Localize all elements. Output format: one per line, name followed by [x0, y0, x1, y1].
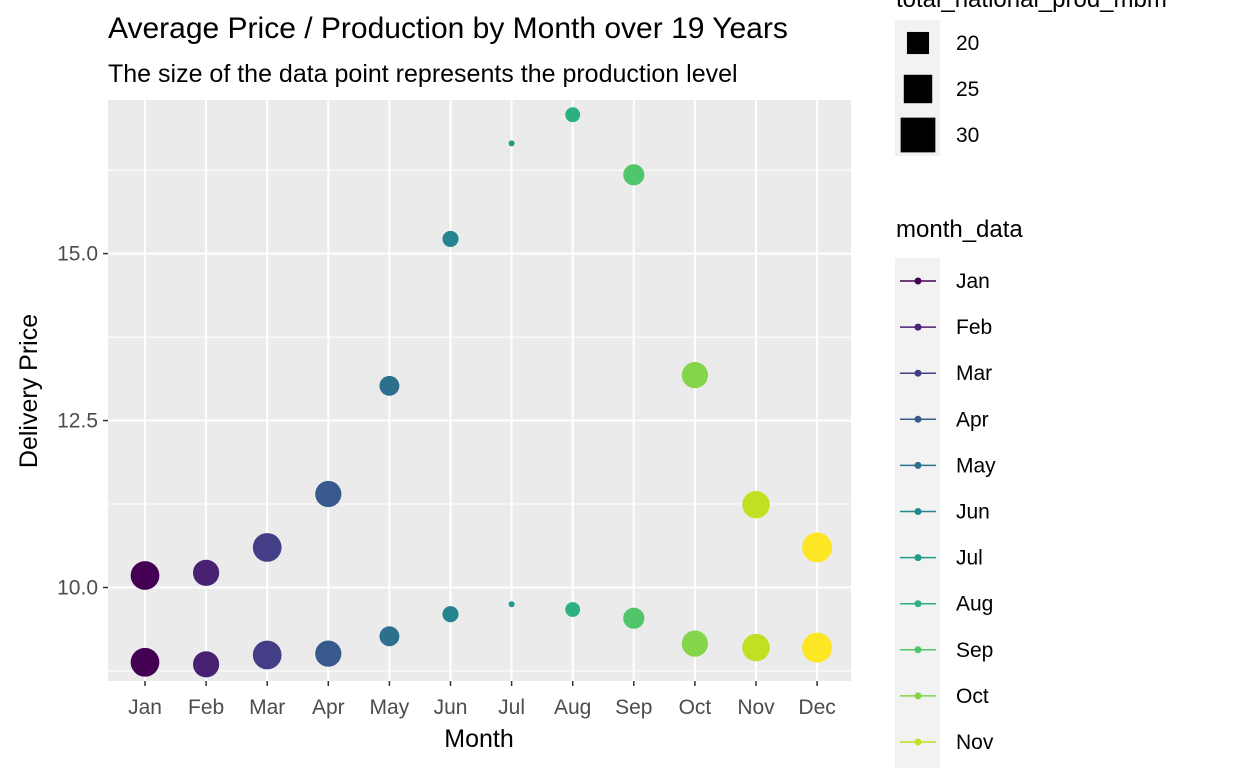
color-legend-label: Apr: [956, 408, 989, 431]
y-tick-label: 15.0: [57, 243, 98, 266]
color-legend-dot: [914, 323, 922, 331]
data-point-upper-apr: [315, 480, 342, 508]
data-point-upper-jul: [508, 140, 515, 147]
size-legend-title: total_national_prod_mbm: [896, 0, 1167, 14]
x-axis-title: Month: [444, 725, 513, 753]
data-point-lower-mar: [252, 640, 282, 670]
x-tick-label: Sep: [615, 696, 652, 719]
data-point-lower-dec: [802, 632, 833, 663]
color-legend-dot: [914, 415, 922, 423]
color-legend-label: Oct: [956, 685, 989, 708]
color-legend-dot: [914, 369, 922, 377]
x-tick-label: Jan: [128, 696, 162, 719]
color-legend-label: Sep: [956, 639, 993, 662]
size-legend-key: [903, 74, 933, 104]
color-legend-label: Jan: [956, 270, 990, 293]
data-point-lower-jul: [508, 601, 515, 608]
data-point-upper-oct: [681, 362, 709, 389]
color-legend-dot: [914, 738, 922, 746]
color-legend-label: Mar: [956, 362, 992, 385]
plot-panel: [108, 100, 851, 681]
data-point-upper-jan: [130, 561, 160, 590]
color-legend-dot: [914, 277, 922, 285]
color-legend-label: Jun: [956, 501, 990, 524]
size-legend-key: [906, 31, 930, 55]
data-point-lower-aug: [565, 602, 581, 617]
data-point-upper-aug: [565, 107, 581, 123]
color-legend-dot: [914, 508, 922, 515]
data-point-lower-apr: [315, 640, 342, 667]
x-tick-label: Apr: [312, 696, 345, 719]
color-legend-label: Feb: [956, 316, 992, 339]
color-legend-label: May: [956, 454, 996, 477]
data-point-lower-sep: [623, 607, 645, 629]
data-point-lower-jun: [442, 606, 459, 623]
x-tick-label: Jun: [434, 696, 468, 719]
data-point-upper-mar: [252, 533, 282, 562]
data-point-upper-dec: [802, 532, 833, 563]
x-tick-label: Mar: [249, 696, 285, 719]
data-point-lower-feb: [192, 651, 220, 678]
chart-title: Average Price / Production by Month over…: [108, 12, 788, 45]
data-point-upper-nov: [742, 490, 770, 519]
x-tick-label: Feb: [188, 696, 224, 719]
size-legend-label: 20: [956, 32, 979, 55]
data-point-upper-jun: [442, 230, 459, 247]
y-tick-label: 12.5: [57, 410, 98, 433]
x-tick-label: Oct: [679, 696, 712, 719]
size-legend-key: [900, 117, 936, 153]
x-tick-label: Nov: [737, 696, 775, 719]
data-point-upper-sep: [623, 164, 645, 186]
data-point-lower-nov: [742, 633, 770, 662]
color-legend-dot: [914, 692, 922, 700]
color-legend-dot: [914, 646, 922, 654]
color-legend-label: Nov: [956, 731, 994, 754]
data-point-lower-oct: [681, 630, 709, 657]
x-tick-label: Jul: [498, 696, 525, 719]
data-point-lower-may: [379, 626, 400, 647]
x-tick-label: May: [370, 696, 410, 719]
data-point-lower-jan: [130, 647, 160, 677]
color-legend-label: Aug: [956, 593, 993, 616]
color-legend-dot: [914, 554, 922, 562]
x-tick-label: Aug: [554, 696, 591, 719]
color-legend-label: Jul: [956, 547, 983, 570]
size-legend-label: 30: [956, 124, 979, 147]
chart-subtitle: The size of the data point represents th…: [108, 60, 738, 88]
y-axis-title: Delivery Price: [15, 314, 43, 468]
color-legend-title: month_data: [896, 216, 1023, 243]
y-tick-label: 10.0: [57, 577, 98, 600]
x-tick-label: Dec: [798, 696, 835, 719]
color-legend-dot: [914, 600, 922, 608]
data-point-upper-may: [379, 375, 400, 396]
size-legend-label: 25: [956, 78, 979, 101]
color-legend-dot: [914, 461, 922, 469]
data-point-upper-feb: [192, 559, 220, 586]
